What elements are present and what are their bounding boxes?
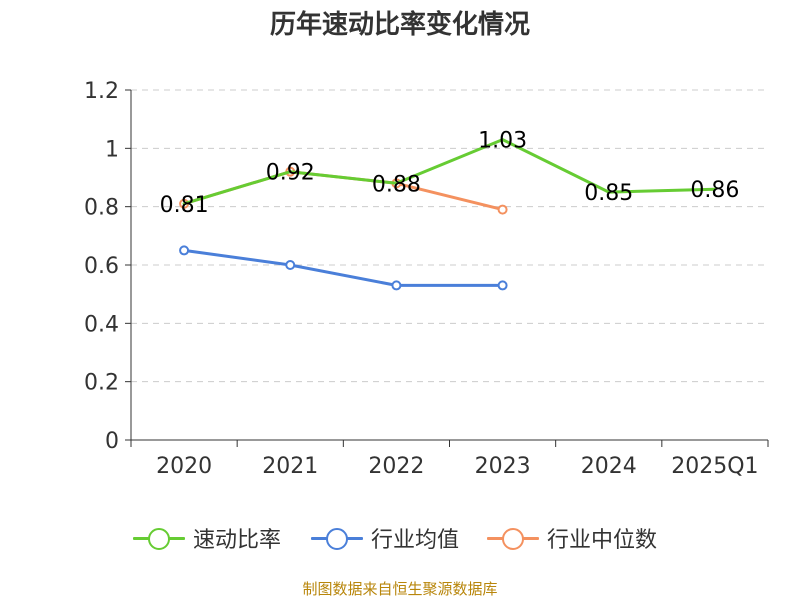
data-point: [497, 280, 508, 291]
x-tick-label: 2025Q1: [671, 454, 758, 479]
legend-label: 速动比率: [193, 528, 282, 553]
x-tick-label: 2021: [262, 454, 318, 479]
data-label: 1.03: [478, 129, 527, 154]
data-label: 0.85: [584, 181, 633, 206]
y-tick-label: 1: [105, 137, 119, 162]
x-tick-label: 2020: [156, 454, 212, 479]
x-tick-label: 2024: [581, 454, 637, 479]
data-point: [285, 260, 296, 270]
y-tick-label: 0.6: [84, 254, 119, 279]
legend-marker-icon: [311, 526, 363, 550]
legend-marker-icon: [487, 526, 539, 550]
chart-title: 历年速动比率变化情况: [269, 10, 530, 40]
legend-label: 行业均值: [371, 528, 460, 553]
data-point: [179, 245, 190, 256]
y-tick-label: 0.2: [84, 371, 119, 396]
series-line-0: [182, 138, 717, 206]
data-label: 0.92: [266, 161, 315, 186]
legend-item[interactable]: 行业均值: [311, 520, 459, 556]
legend-label: 行业中位数: [547, 528, 658, 553]
legend: 速动比率 行业均值 行业中位数: [0, 520, 800, 556]
data-label: 0.86: [690, 178, 739, 203]
grid-lines: [131, 89, 768, 383]
source-note: 制图数据来自恒生聚源数据库: [302, 580, 498, 598]
data-label: 0.88: [372, 172, 421, 197]
y-tick-label: 0: [105, 429, 119, 454]
y-tick-label: 0.4: [84, 312, 119, 337]
data-point: [391, 280, 402, 291]
data-point: [497, 204, 508, 215]
legend-item[interactable]: 速动比率: [133, 520, 281, 556]
legend-item[interactable]: 行业中位数: [487, 520, 657, 556]
legend-marker-icon: [133, 526, 185, 550]
y-tick-label: 0.8: [84, 196, 119, 221]
y-tick-label: 1.2: [84, 79, 119, 104]
x-tick-label: 2023: [475, 454, 531, 479]
data-labels: 0.81 0.92 0.88 1.03 0.85 0.86: [160, 129, 740, 218]
series-lines: [179, 138, 717, 291]
series-line-1: [182, 248, 505, 287]
x-tick-label: 2022: [368, 454, 424, 479]
data-label: 0.81: [160, 193, 209, 218]
